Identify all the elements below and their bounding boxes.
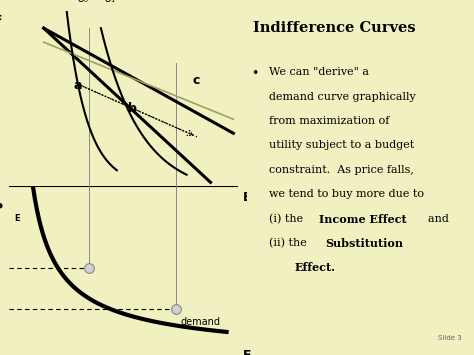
Text: a: a xyxy=(73,80,82,93)
Text: Uₒ: Uₒ xyxy=(77,0,88,4)
Text: F: F xyxy=(0,14,2,27)
Text: (ii) the: (ii) the xyxy=(269,238,310,248)
Text: from maximization of: from maximization of xyxy=(269,116,389,126)
Text: constraint.  As price falls,: constraint. As price falls, xyxy=(269,165,413,175)
Text: Effect.: Effect. xyxy=(295,262,336,273)
Text: Indifference Curves: Indifference Curves xyxy=(254,21,416,35)
Text: c: c xyxy=(192,74,200,87)
Text: E: E xyxy=(14,214,20,223)
Text: we tend to buy more due to: we tend to buy more due to xyxy=(269,189,424,199)
Text: E: E xyxy=(243,191,251,204)
Text: U₁: U₁ xyxy=(105,0,116,4)
Text: Slide 3: Slide 3 xyxy=(438,335,462,341)
Text: E: E xyxy=(243,349,251,355)
Text: P: P xyxy=(0,202,3,215)
Text: •: • xyxy=(251,67,259,80)
Text: We can "derive" a: We can "derive" a xyxy=(269,67,369,77)
Text: demand: demand xyxy=(181,317,221,327)
Text: and: and xyxy=(421,214,449,224)
Text: (i) the: (i) the xyxy=(269,214,306,224)
Text: utility subject to a budget: utility subject to a budget xyxy=(269,141,414,151)
Text: demand curve graphically: demand curve graphically xyxy=(269,92,415,102)
Text: Substitution: Substitution xyxy=(325,238,403,249)
Text: b: b xyxy=(128,102,137,115)
Text: Income Effect: Income Effect xyxy=(319,214,406,225)
